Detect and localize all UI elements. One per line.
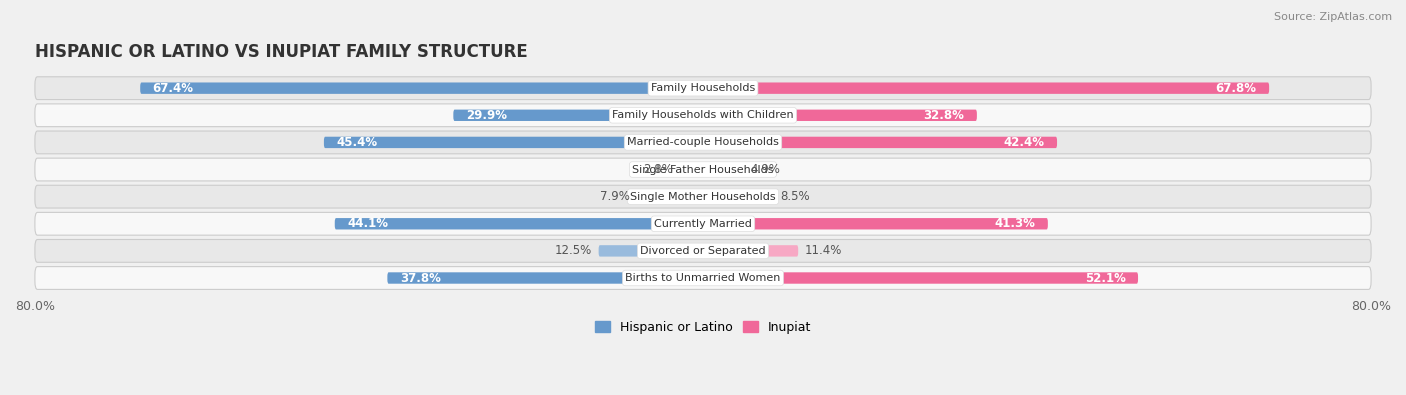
FancyBboxPatch shape — [35, 239, 1371, 262]
Text: 45.4%: 45.4% — [336, 136, 378, 149]
FancyBboxPatch shape — [703, 218, 1047, 229]
Text: 29.9%: 29.9% — [465, 109, 506, 122]
Text: 44.1%: 44.1% — [347, 217, 388, 230]
Text: 4.9%: 4.9% — [751, 163, 780, 176]
FancyBboxPatch shape — [637, 191, 703, 202]
FancyBboxPatch shape — [35, 185, 1371, 208]
FancyBboxPatch shape — [35, 131, 1371, 154]
FancyBboxPatch shape — [388, 272, 703, 284]
FancyBboxPatch shape — [35, 158, 1371, 181]
Text: Single Mother Households: Single Mother Households — [630, 192, 776, 202]
FancyBboxPatch shape — [35, 104, 1371, 127]
FancyBboxPatch shape — [703, 272, 1137, 284]
FancyBboxPatch shape — [599, 245, 703, 257]
Text: 12.5%: 12.5% — [555, 245, 592, 258]
Text: 2.8%: 2.8% — [643, 163, 673, 176]
FancyBboxPatch shape — [335, 218, 703, 229]
Text: Family Households with Children: Family Households with Children — [612, 110, 794, 120]
Text: HISPANIC OR LATINO VS INUPIAT FAMILY STRUCTURE: HISPANIC OR LATINO VS INUPIAT FAMILY STR… — [35, 43, 527, 61]
Text: Divorced or Separated: Divorced or Separated — [640, 246, 766, 256]
FancyBboxPatch shape — [35, 77, 1371, 100]
Text: Single Father Households: Single Father Households — [633, 165, 773, 175]
Text: Births to Unmarried Women: Births to Unmarried Women — [626, 273, 780, 283]
Text: 37.8%: 37.8% — [399, 271, 440, 284]
Text: 67.8%: 67.8% — [1216, 82, 1257, 95]
FancyBboxPatch shape — [703, 109, 977, 121]
Text: 41.3%: 41.3% — [994, 217, 1035, 230]
FancyBboxPatch shape — [323, 137, 703, 148]
FancyBboxPatch shape — [141, 83, 703, 94]
Text: Currently Married: Currently Married — [654, 219, 752, 229]
FancyBboxPatch shape — [453, 109, 703, 121]
Legend: Hispanic or Latino, Inupiat: Hispanic or Latino, Inupiat — [591, 316, 815, 339]
Text: 7.9%: 7.9% — [600, 190, 630, 203]
FancyBboxPatch shape — [703, 245, 799, 257]
FancyBboxPatch shape — [703, 164, 744, 175]
Text: 8.5%: 8.5% — [780, 190, 810, 203]
FancyBboxPatch shape — [703, 191, 773, 202]
Text: 11.4%: 11.4% — [804, 245, 842, 258]
FancyBboxPatch shape — [679, 164, 703, 175]
FancyBboxPatch shape — [703, 137, 1057, 148]
Text: Married-couple Households: Married-couple Households — [627, 137, 779, 147]
Text: 42.4%: 42.4% — [1004, 136, 1045, 149]
FancyBboxPatch shape — [703, 83, 1270, 94]
FancyBboxPatch shape — [35, 267, 1371, 290]
FancyBboxPatch shape — [35, 213, 1371, 235]
Text: Family Households: Family Households — [651, 83, 755, 93]
Text: 32.8%: 32.8% — [924, 109, 965, 122]
Text: Source: ZipAtlas.com: Source: ZipAtlas.com — [1274, 12, 1392, 22]
Text: 67.4%: 67.4% — [153, 82, 194, 95]
Text: 52.1%: 52.1% — [1084, 271, 1126, 284]
